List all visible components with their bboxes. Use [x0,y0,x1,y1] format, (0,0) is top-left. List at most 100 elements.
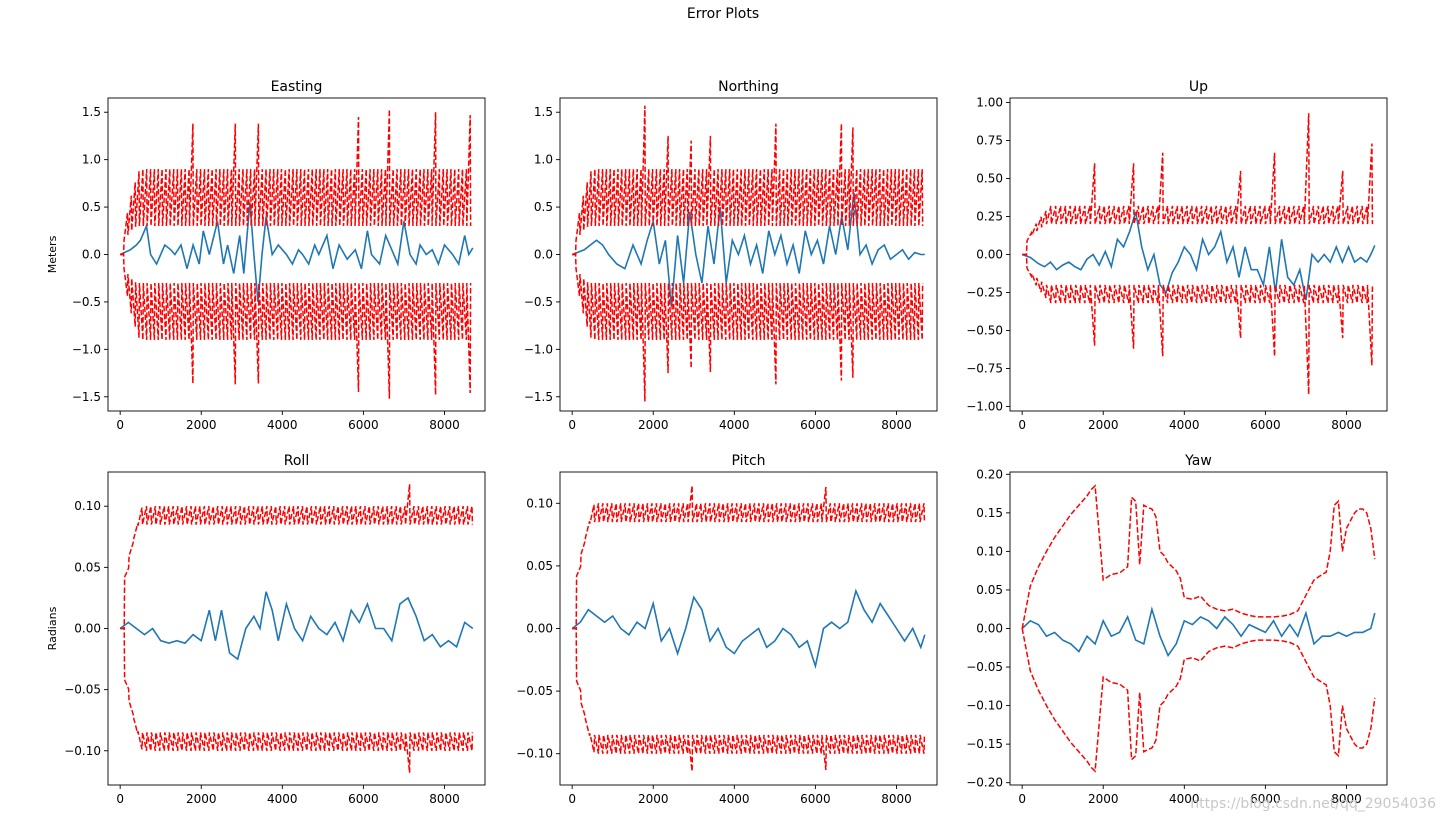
y-tick-label: −1.00 [966,399,1003,413]
y-tick-label: −0.20 [966,776,1003,790]
bound-line-2 [572,253,924,402]
y-tick-label: −0.10 [516,747,553,761]
y-tick-label: 1.5 [534,105,553,119]
y-tick-label: −0.15 [966,737,1003,751]
y-axis-label: Meters [46,235,59,273]
plot-area [571,485,926,772]
x-tick-label: 8000 [1331,792,1362,806]
y-tick-label: 0.00 [976,622,1003,636]
subplot-title: Northing [718,79,779,95]
y-tick-label: −1.0 [72,342,101,356]
subplot-up: 0 2000 4000 6000 8000 −1.00 −0.75 −0.50 −0.25 0.0… [966,79,1388,432]
x-tick-label: 0 [1018,418,1026,432]
x-tick-label: 0 [568,418,576,432]
figure-title: Error Plots [686,6,760,22]
subplot-title: Pitch [731,453,765,469]
error-line [571,588,926,670]
x-tick-label: 6000 [800,418,831,432]
y-tick-label: 0.5 [534,200,553,214]
y-tick-label: 0.5 [82,200,101,214]
y-tick-label: 0.25 [976,210,1003,224]
axes-frame [1009,97,1388,412]
bound-line-2 [120,627,474,773]
x-tick-label: 4000 [719,792,750,806]
x-tick-label: 2000 [1088,418,1119,432]
subplot-title: Roll [284,453,309,469]
axes-frame [1009,471,1388,786]
x-tick-label: 0 [1018,792,1026,806]
y-tick-label: 1.0 [534,153,553,167]
subplot-yaw: 0 2000 4000 6000 8000 −0.20 −0.15 −0.10 −0.05 0.0… [966,453,1388,806]
bound-line-1 [1021,484,1376,629]
y-tick-label: 0.10 [526,496,553,510]
x-tick-label: 0 [116,792,124,806]
y-tick-label: 0.75 [976,134,1003,148]
y-tick-label: 0.05 [74,560,101,574]
error-line [119,202,474,302]
x-tick-label: 6000 [1250,792,1281,806]
y-tick-label: −1.0 [524,342,553,356]
bound-line-2 [120,253,472,399]
x-tick-label: 0 [568,792,576,806]
x-tick-label: 2000 [638,792,669,806]
x-tick-label: 8000 [429,792,460,806]
bound-line-2 [572,627,926,772]
y-tick-label: 0.10 [976,544,1003,558]
y-tick-label: −1.5 [524,390,553,404]
bound-line-1 [1022,113,1374,256]
subplot-title: Up [1189,79,1208,95]
plot-area [119,484,474,773]
y-tick-label: 0.50 [976,172,1003,186]
bound-line-1 [572,485,926,630]
x-tick-label: 4000 [719,418,750,432]
y-tick-label: 0.00 [526,622,553,636]
y-tick-label: 1.5 [82,105,101,119]
subplot-title: Easting [271,79,323,95]
y-tick-label: 0.10 [74,499,101,513]
y-tick-label: −0.05 [966,660,1003,674]
watermark-text: https://blog.csdn.net/qq_29054036 [1190,796,1436,812]
x-tick-label: 4000 [267,418,298,432]
bound-line-2 [1021,628,1376,773]
y-tick-label: 0.05 [976,583,1003,597]
subplot-easting: 0 2000 4000 6000 8000 −1.5 −1.0 −0.5 0.0 0.5 1.0 1.… [46,79,486,432]
y-tick-label: −0.75 [966,361,1003,375]
x-tick-label: 6000 [348,418,379,432]
error-line [1021,211,1376,301]
bound-line-2 [1022,253,1374,395]
x-tick-label: 6000 [1250,418,1281,432]
bound-line-1 [120,484,474,630]
x-tick-label: 2000 [186,418,217,432]
y-tick-label: −0.5 [72,295,101,309]
subplot-title: Yaw [1184,453,1212,469]
subplot-roll: 0 2000 4000 6000 8000 −0.10 −0.05 0.00 0.05 0.10 R… [46,453,486,806]
plot-area [571,105,925,402]
y-tick-label: 0.00 [976,248,1003,262]
x-tick-label: 0 [116,418,124,432]
error-line [1021,606,1376,658]
y-tick-label: 0.05 [526,559,553,573]
plot-area [1021,484,1376,773]
y-tick-label: −0.10 [64,744,101,758]
y-tick-label: 1.00 [976,96,1003,110]
x-tick-label: 8000 [881,418,912,432]
y-tick-label: −0.25 [966,285,1003,299]
y-tick-label: −0.05 [64,683,101,697]
subplot-northing: 0 2000 4000 6000 8000 −1.5 −1.0 −0.5 0.0 0.5 1.0 1.… [524,79,938,432]
y-tick-label: −0.05 [516,684,553,698]
y-tick-label: −0.10 [966,699,1003,713]
x-tick-label: 8000 [881,792,912,806]
y-tick-label: 0.00 [74,622,101,636]
x-tick-label: 8000 [1331,418,1362,432]
subplot-pitch: 0 2000 4000 6000 8000 −0.10 −0.05 0.00 0.05 0.10 P… [516,453,938,806]
plot-area [119,109,474,399]
x-tick-label: 4000 [1169,418,1200,432]
x-tick-label: 2000 [186,792,217,806]
bound-line-1 [120,109,472,256]
y-tick-label: 0.15 [976,506,1003,520]
error-line [119,591,474,661]
x-tick-label: 4000 [1169,792,1200,806]
x-tick-label: 8000 [429,418,460,432]
y-axis-label: Radians [46,606,59,650]
